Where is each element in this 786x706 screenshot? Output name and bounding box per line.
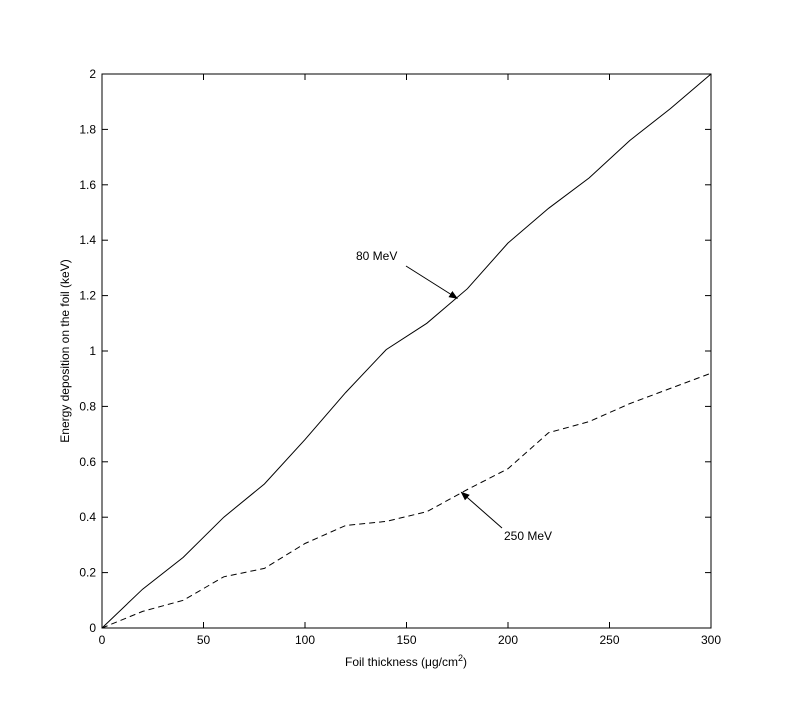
- annotation-arrow: [460, 491, 503, 529]
- annotation-label: 80 MeV: [356, 249, 397, 263]
- x-tick-label: 250: [599, 633, 619, 647]
- x-axis-label-end: ): [463, 655, 467, 669]
- y-tick-label: 0.2: [79, 566, 96, 580]
- y-tick-label: 0: [89, 621, 96, 635]
- y-tick-label: 0.4: [79, 510, 96, 524]
- y-tick-label: 2: [89, 67, 96, 81]
- y-tick-label: 1.4: [79, 233, 96, 247]
- x-axis: 0 50 100 150 200 250 300: [99, 74, 721, 647]
- plot-area: [101, 73, 712, 629]
- series-line-0: [101, 73, 712, 629]
- x-tick-label: 150: [396, 633, 416, 647]
- x-tick-label: 100: [295, 633, 315, 647]
- annotation-arrow: [405, 265, 459, 299]
- y-tick-label: 1.2: [79, 289, 96, 303]
- y-tick-label: 0.6: [79, 455, 96, 469]
- annotation-label: 250 MeV: [504, 529, 552, 543]
- x-tick-label: 50: [197, 633, 211, 647]
- x-tick-label: 0: [99, 633, 106, 647]
- y-axis-label: Energy deposition on the foil (keV): [58, 259, 72, 442]
- y-tick-label: 1.6: [79, 178, 96, 192]
- y-axis: 0 0.2 0.4 0.6 0.8 1 1.2 1.4 1.6 1.8 2: [79, 67, 711, 635]
- x-axis-label: Foil thickness (μg/cm2): [345, 653, 467, 669]
- annotation-layer: 80 MeV 250 MeV: [356, 249, 552, 543]
- y-tick-label: 1.8: [79, 122, 96, 136]
- series-layer: [101, 73, 712, 629]
- y-tick-label: 1: [89, 344, 96, 358]
- y-tick-label: 0.8: [79, 399, 96, 413]
- x-tick-label: 300: [701, 633, 721, 647]
- x-axis-label-superscript: 2: [458, 653, 463, 663]
- x-tick-label: 200: [498, 633, 518, 647]
